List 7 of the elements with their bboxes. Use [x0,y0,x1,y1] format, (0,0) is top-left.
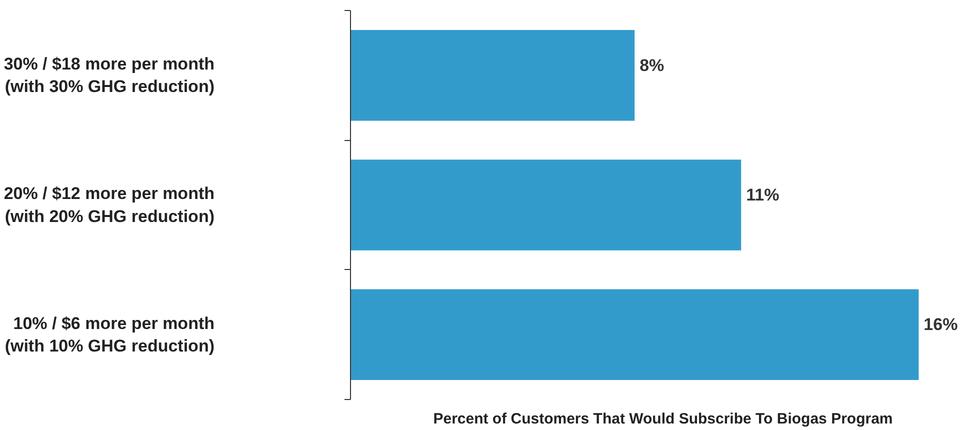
data-label: 8% [640,56,664,75]
x-axis-title: Percent of Customers That Would Subscribe To Biogas Program [433,410,893,428]
data-label: 11% [746,186,780,204]
data-label: 16% [924,315,958,334]
y-tick-label: 30% / $18 more per month (with 30% GHG reduction) [4,54,215,96]
y-tick-label: 10% / $6 more per month (with 10% GHG reduction) [4,314,215,356]
y-tick-label: 20% / $12 more per month (with 20% GHG reduction) [4,184,215,226]
